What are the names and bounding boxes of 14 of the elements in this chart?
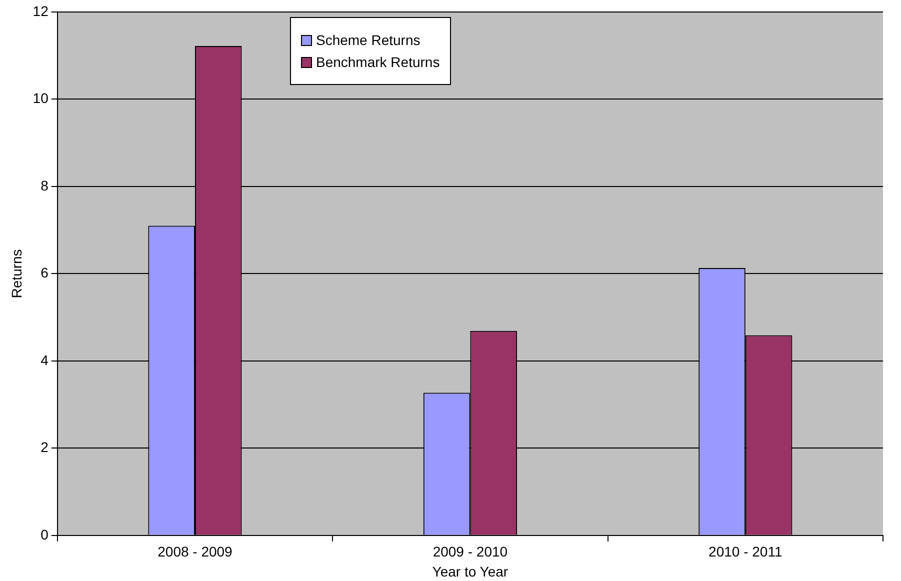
- y-tick-label: 10: [32, 90, 49, 106]
- x-tick-label: 2009 - 2010: [432, 544, 508, 560]
- x-axis-title: Year to Year: [432, 563, 508, 580]
- y-tick-label: 12: [32, 2, 49, 19]
- y-tick-label: 2: [40, 439, 49, 456]
- y-tick-label: 6: [40, 264, 49, 281]
- x-tick-label: 2010 - 2011: [708, 544, 782, 560]
- x-tick-label: 2008 - 2009: [158, 544, 233, 560]
- y-tick-label: 4: [40, 352, 49, 368]
- y-tick-label: 0: [40, 526, 49, 542]
- y-tick-label: 8: [40, 177, 49, 194]
- y-axis-title: Returns: [8, 249, 24, 298]
- legend-label: Benchmark Returns: [316, 54, 440, 70]
- legend-label: Scheme Returns: [316, 32, 420, 48]
